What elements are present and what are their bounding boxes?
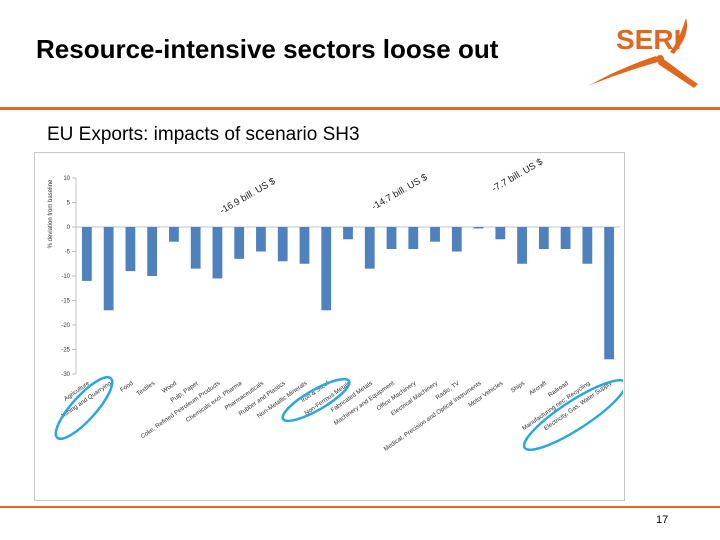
- bar-16: [408, 227, 419, 250]
- page-number: 17: [656, 514, 669, 526]
- y-tick-label: 5: [67, 201, 71, 207]
- bar-17: [430, 227, 440, 242]
- bar-14: [364, 227, 375, 269]
- annotation-label: -14.7 bill. US $: [370, 172, 430, 213]
- y-tick-label: -30: [61, 372, 70, 378]
- bar-2: [103, 227, 114, 311]
- category-label: Food: [119, 380, 135, 394]
- y-tick-label: 0: [67, 225, 71, 231]
- y-tick-label: -15: [61, 299, 70, 305]
- logo-hub-icon: [656, 55, 664, 63]
- bar-4: [147, 227, 158, 276]
- seri-logo: SERI: [588, 18, 698, 88]
- highlight-ellipse: [522, 379, 623, 451]
- bar-10: [277, 227, 288, 262]
- bar-18: [451, 227, 462, 252]
- bar-1: [81, 227, 92, 281]
- highlight-ellipse: [281, 377, 351, 423]
- bar-11: [299, 227, 310, 264]
- bar-21: [517, 227, 527, 264]
- logo-blade-icon: [670, 18, 688, 54]
- y-tick-label: -20: [61, 323, 70, 329]
- chart-frame: [34, 152, 625, 501]
- logo-blade-icon: [588, 56, 658, 86]
- bar-6: [190, 227, 201, 269]
- header-divider: [0, 107, 720, 110]
- category-label: Ships: [510, 380, 527, 395]
- y-tick-label: -25: [61, 348, 70, 354]
- category-label: Textiles: [135, 380, 156, 398]
- footer-divider: [0, 506, 720, 508]
- bar-13: [343, 227, 353, 240]
- bar-8: [234, 227, 245, 259]
- bar-12: [321, 227, 332, 311]
- bar-24: [582, 227, 593, 264]
- slide-title: Resource-intensive sectors loose out: [36, 34, 499, 64]
- category-label: Wood: [161, 380, 179, 395]
- bar-7: [212, 227, 223, 279]
- y-axis-label: % deviation from baseline: [48, 179, 54, 248]
- bar-19: [473, 227, 484, 229]
- bar-23: [560, 227, 571, 250]
- chart-subtitle: EU Exports: impacts of scenario SH3: [47, 124, 360, 145]
- annotation-label: -7.7 bill. US $: [490, 156, 546, 194]
- bar-20: [495, 227, 506, 240]
- bar-5: [169, 227, 179, 242]
- highlight-ellipse: [54, 375, 114, 441]
- bar-15: [386, 227, 397, 250]
- category-label: Coke, Refined Petroleum Products: [140, 380, 222, 440]
- bar-25: [604, 227, 615, 360]
- category-label: Aircraft: [528, 380, 548, 397]
- exports-bar-chart: % deviation from baseline 10 5 0 -5 -10 -15 -20…: [48, 156, 623, 453]
- y-tick-label: -10: [61, 274, 70, 280]
- bar-3: [125, 227, 136, 272]
- annotation-label: -16.9 bill. US $: [218, 176, 278, 217]
- y-tick-label: -5: [65, 250, 71, 256]
- y-tick-label: 10: [63, 176, 70, 182]
- bar-22: [538, 227, 549, 250]
- logo-text: SERI: [616, 24, 681, 55]
- bar-9: [256, 227, 266, 252]
- logo-blade-icon: [658, 58, 698, 88]
